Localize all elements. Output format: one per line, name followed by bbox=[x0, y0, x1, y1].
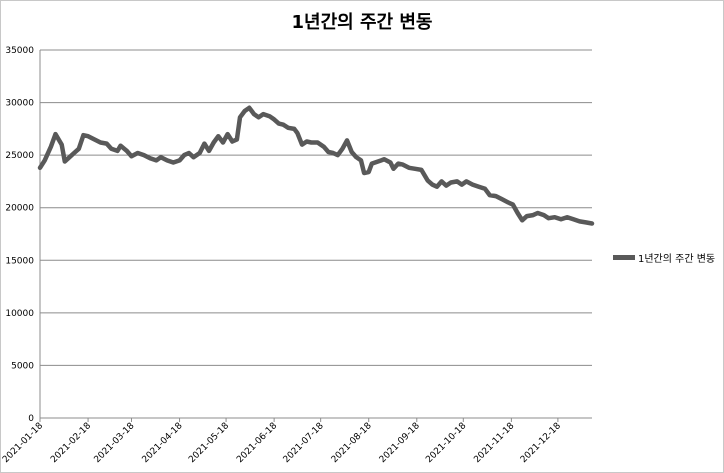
x-tick-label: 2021-01-18 bbox=[1, 421, 45, 465]
x-tick-label: 2021-11-18 bbox=[472, 421, 516, 465]
y-tick-label: 0 bbox=[28, 414, 34, 424]
x-tick-label: 2021-08-18 bbox=[330, 421, 374, 465]
y-tick-label: 35000 bbox=[5, 46, 34, 56]
y-axis-ticks: 0 5000 10000 15000 20000 25000 30000 35000 bbox=[5, 46, 34, 424]
x-tick-label: 2021-04-18 bbox=[141, 421, 185, 465]
y-tick-label: 10000 bbox=[5, 309, 34, 319]
series-lines bbox=[37, 105, 595, 226]
gridlines bbox=[40, 49, 592, 366]
y-tick-label: 20000 bbox=[5, 204, 34, 214]
y-tick-label: 15000 bbox=[5, 256, 34, 266]
legend-swatch bbox=[613, 255, 635, 260]
series-line bbox=[37, 105, 595, 226]
x-tick-label: 2021-07-18 bbox=[282, 421, 326, 465]
y-tick-label: 25000 bbox=[5, 151, 34, 161]
x-axis-ticks: 2021-01-18 2021-02-18 2021-03-18 2021-04-18… bbox=[1, 418, 563, 465]
x-tick-label: 2021-10-18 bbox=[424, 421, 468, 465]
x-tick-label: 2021-05-18 bbox=[187, 421, 231, 465]
chart-title: 1년간의 주간 변동 bbox=[291, 12, 433, 33]
x-tick-label: 2021-06-18 bbox=[235, 421, 279, 465]
x-tick-label: 2021-02-18 bbox=[49, 421, 93, 465]
x-tick-label: 2021-09-18 bbox=[378, 421, 422, 465]
x-tick-label: 2021-12-18 bbox=[519, 421, 563, 465]
legend: 1년간의 주간 변동 bbox=[613, 250, 715, 265]
x-tick-label: 2021-03-18 bbox=[93, 421, 137, 465]
legend-label: 1년간의 주간 변동 bbox=[638, 254, 716, 265]
axes bbox=[39, 50, 592, 419]
y-tick-label: 30000 bbox=[5, 99, 34, 109]
y-tick-label: 5000 bbox=[11, 361, 34, 371]
